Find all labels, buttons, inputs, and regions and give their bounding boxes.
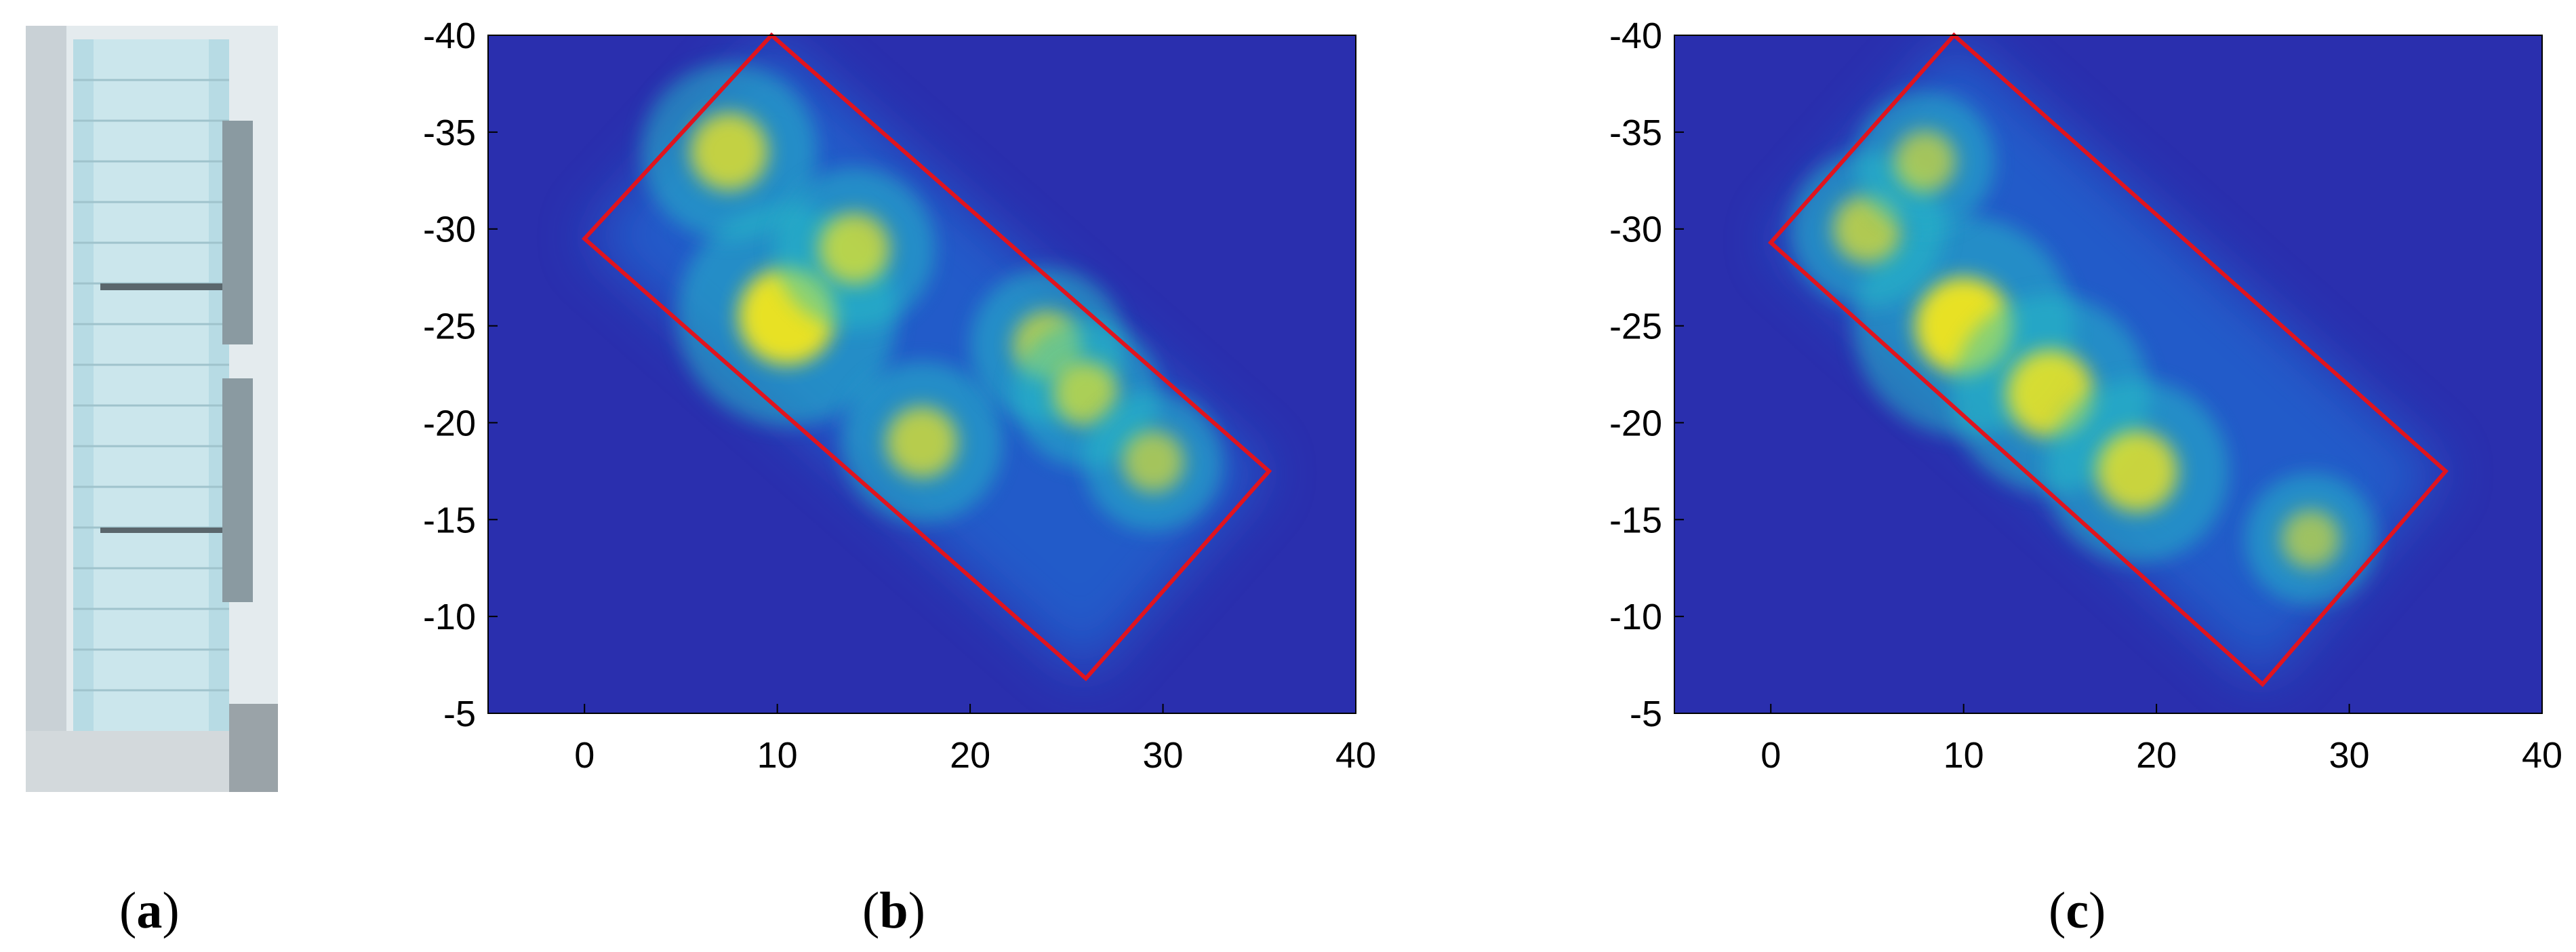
axes-frame	[1674, 35, 2543, 714]
x-tick-label: 20	[2136, 735, 2177, 776]
x-tick-label: 20	[950, 735, 990, 776]
heatmap-chart-c: 0 10 20 30 40 -40 -35 -30 -25 -20 -15 -10 -5	[1609, 16, 2562, 776]
y-tick-label: -35	[1609, 113, 1662, 153]
heatmap-panel-c: 0 10 20 30 40 -40 -35 -30 -25 -20 -15 -10 -5	[1539, 16, 2569, 800]
y-tick-label: -30	[1609, 210, 1662, 250]
hotspot-1	[689, 112, 769, 191]
hotspot-6	[1122, 430, 1184, 493]
y-tick-label: -10	[1609, 597, 1662, 637]
footprint-box	[1768, 32, 2449, 688]
heatmap-panel-b: 0 10 20 30 40 -40 -35 -30 -25 -20 -15 -10 -5	[353, 16, 1383, 800]
caption-b: (b)	[862, 882, 925, 939]
y-tick-label: -5	[443, 694, 476, 734]
y-tick-label: -5	[1630, 694, 1662, 734]
x-tick-label: 0	[574, 735, 595, 776]
y-tick-label: -10	[423, 597, 476, 637]
y-tick-label: -20	[1609, 403, 1662, 443]
x-tick-label: 10	[1944, 735, 1984, 776]
x-tick-label: 40	[2522, 735, 2562, 776]
y-tick-label: -40	[423, 20, 476, 56]
y-tick-label: -15	[423, 500, 476, 540]
heatmap-chart-b: 0 10 20 30 40 -40 -35 -30 -25 -20 -15 -10 -5	[423, 16, 1376, 776]
caption-c: (c)	[2049, 882, 2106, 939]
building-photo-drawing	[26, 26, 278, 792]
heatmap-field	[488, 35, 1356, 713]
x-tick-label: 10	[757, 735, 798, 776]
hotspot-4	[1894, 130, 1956, 193]
hotspot-2	[2096, 430, 2178, 512]
y-tick-label: -20	[423, 403, 476, 443]
x-tick-label: 30	[1143, 735, 1184, 776]
y-tick-label: -40	[1609, 20, 1662, 56]
footprint-box	[581, 32, 1272, 681]
x-tick-label: 40	[1335, 735, 1376, 776]
y-tick-label: -25	[1609, 306, 1662, 347]
y-tick-label: -30	[423, 210, 476, 250]
hotspot-2	[818, 212, 891, 285]
y-tick-label: -15	[1609, 500, 1662, 540]
axes-frame	[487, 35, 1356, 714]
y-tick-label: -35	[423, 113, 476, 153]
x-tick-label: 0	[1760, 735, 1781, 776]
caption-a: (a)	[119, 882, 180, 939]
building-photo	[26, 26, 278, 792]
hotspot-5	[2281, 509, 2340, 569]
x-tick-label: 30	[2329, 735, 2370, 776]
hotspot-3	[886, 406, 958, 478]
y-tick-label: -25	[423, 306, 476, 347]
heatmap-field	[1674, 35, 2542, 713]
hotspot-5	[1053, 361, 1119, 427]
